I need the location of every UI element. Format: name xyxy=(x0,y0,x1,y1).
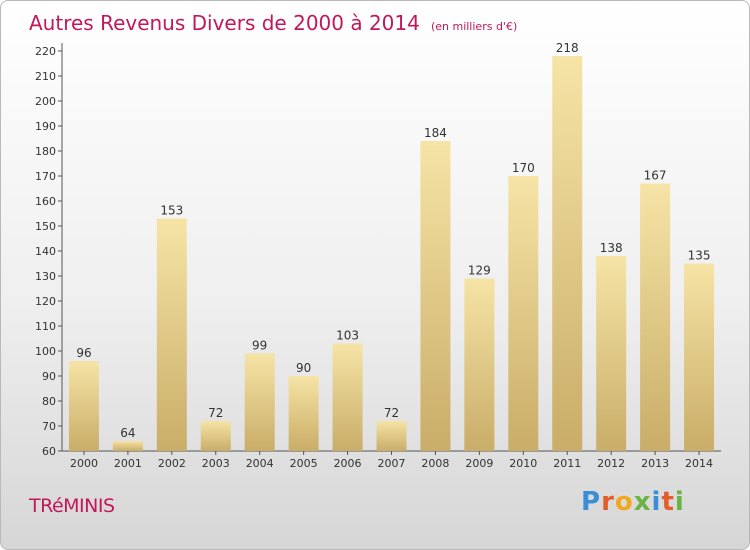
title-row: Autres Revenus Divers de 2000 à 2014 (en… xyxy=(29,11,517,35)
bar-value-label: 96 xyxy=(76,346,91,360)
chart-title: Autres Revenus Divers de 2000 à 2014 xyxy=(29,11,420,35)
bar xyxy=(508,176,539,451)
x-tick-label: 2006 xyxy=(334,457,362,470)
bar-value-label: 64 xyxy=(120,426,135,440)
bar xyxy=(244,353,275,451)
x-tick-label: 2005 xyxy=(290,457,318,470)
y-tick-label: 200 xyxy=(35,95,56,108)
bar xyxy=(200,421,231,451)
y-tick-label: 90 xyxy=(42,370,56,383)
y-tick-label: 70 xyxy=(42,420,56,433)
bar-value-label: 153 xyxy=(160,204,183,218)
bar-value-label: 72 xyxy=(384,406,399,420)
y-tick-label: 60 xyxy=(42,445,56,458)
location-name: TRéMINIS xyxy=(29,495,115,517)
bar-value-label: 129 xyxy=(468,264,491,278)
x-tick-label: 2011 xyxy=(553,457,581,470)
bar-value-label: 167 xyxy=(644,169,667,183)
bar-value-label: 135 xyxy=(688,249,711,263)
y-tick-label: 180 xyxy=(35,145,56,158)
logo-letter: r xyxy=(601,487,615,517)
x-tick-label: 2014 xyxy=(685,457,713,470)
y-tick-label: 130 xyxy=(35,270,56,283)
logo-letter: i xyxy=(651,487,662,517)
x-tick-label: 2004 xyxy=(246,457,274,470)
y-tick-label: 170 xyxy=(35,170,56,183)
x-tick-label: 2002 xyxy=(158,457,186,470)
bar xyxy=(376,421,407,451)
bar xyxy=(332,343,363,451)
chart-unit: (en milliers d'€) xyxy=(430,20,518,33)
y-tick-label: 220 xyxy=(35,45,56,58)
bar-value-label: 72 xyxy=(208,406,223,420)
bar-value-label: 184 xyxy=(424,126,447,140)
x-tick-label: 2001 xyxy=(114,457,142,470)
y-tick-label: 150 xyxy=(35,220,56,233)
bar xyxy=(464,278,495,451)
logo-letter: x xyxy=(633,487,652,517)
bar xyxy=(596,256,627,451)
logo-letter: t xyxy=(661,487,675,517)
bar xyxy=(640,183,671,451)
bar-value-label: 99 xyxy=(252,339,267,353)
x-tick-label: 2012 xyxy=(597,457,625,470)
y-tick-label: 80 xyxy=(42,395,56,408)
y-tick-label: 140 xyxy=(35,245,56,258)
x-tick-label: 2013 xyxy=(641,457,669,470)
x-tick-label: 2010 xyxy=(509,457,537,470)
bar xyxy=(112,441,143,451)
logo-letter: i xyxy=(674,487,685,517)
x-tick-label: 2003 xyxy=(202,457,230,470)
bar-value-label: 218 xyxy=(556,41,579,55)
y-tick-label: 120 xyxy=(35,295,56,308)
y-tick-label: 110 xyxy=(35,320,56,333)
bar xyxy=(68,361,99,451)
x-tick-label: 2009 xyxy=(465,457,493,470)
y-tick-label: 100 xyxy=(35,345,56,358)
bar xyxy=(288,376,319,451)
x-tick-label: 2000 xyxy=(70,457,98,470)
bar xyxy=(684,263,715,451)
x-tick-label: 2008 xyxy=(421,457,449,470)
x-tick-label: 2007 xyxy=(378,457,406,470)
bar-value-label: 103 xyxy=(336,329,359,343)
bar-value-label: 170 xyxy=(512,161,535,175)
y-tick-label: 190 xyxy=(35,120,56,133)
bar xyxy=(156,218,187,451)
bar-value-label: 90 xyxy=(296,361,311,375)
bar xyxy=(420,141,451,451)
proxiti-logo: Proxiti xyxy=(581,487,685,517)
y-tick-label: 160 xyxy=(35,195,56,208)
bar-value-label: 138 xyxy=(600,241,623,255)
logo-letter: P xyxy=(581,487,602,517)
logo-letter: o xyxy=(614,487,634,517)
y-tick-label: 210 xyxy=(35,70,56,83)
bar xyxy=(552,56,583,451)
